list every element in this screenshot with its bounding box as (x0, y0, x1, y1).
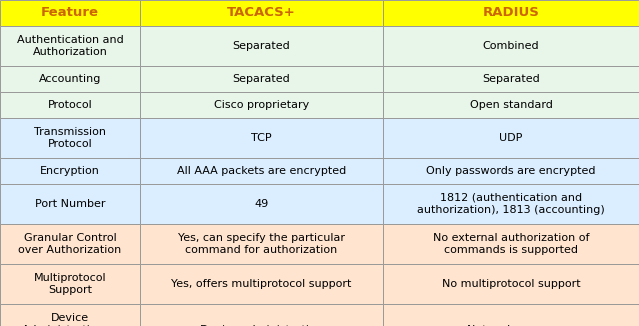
Bar (0, 264, 140, 304)
Bar (383, 224, 639, 264)
Bar (0, 304, 140, 326)
Text: Multiprotocol
Support: Multiprotocol Support (34, 273, 106, 295)
Bar (140, 304, 383, 326)
Bar (383, 92, 639, 118)
Bar (0, 66, 140, 92)
Bar (383, 66, 639, 92)
Text: Accounting: Accounting (39, 74, 101, 84)
Bar (0, 0, 140, 26)
Bar (0, 92, 140, 118)
Text: All AAA packets are encrypted: All AAA packets are encrypted (177, 166, 346, 176)
Text: Granular Control
over Authorization: Granular Control over Authorization (19, 233, 121, 255)
Text: Network access: Network access (467, 325, 555, 326)
Text: TCP: TCP (251, 133, 272, 143)
Bar (383, 158, 639, 184)
Bar (0, 184, 140, 224)
Text: Encryption: Encryption (40, 166, 100, 176)
Bar (0, 224, 140, 264)
Text: Only passwords are encrypted: Only passwords are encrypted (426, 166, 596, 176)
Text: Protocol: Protocol (48, 100, 93, 110)
Text: Port Number: Port Number (35, 199, 105, 209)
Bar (140, 184, 383, 224)
Bar (383, 264, 639, 304)
Bar (0, 158, 140, 184)
Text: Transmission
Protocol: Transmission Protocol (34, 127, 106, 149)
Text: 1812 (authentication and
authorization), 1813 (accounting): 1812 (authentication and authorization),… (417, 193, 605, 215)
Text: Separated: Separated (233, 41, 290, 51)
Bar (383, 184, 639, 224)
Bar (140, 0, 383, 26)
Text: UDP: UDP (499, 133, 523, 143)
Text: Separated: Separated (233, 74, 290, 84)
Bar (140, 92, 383, 118)
Bar (0, 118, 140, 158)
Bar (383, 0, 639, 26)
Text: Device
Administration or
Network Access: Device Administration or Network Access (22, 313, 118, 326)
Text: Yes, offers multiprotocol support: Yes, offers multiprotocol support (171, 279, 351, 289)
Text: 49: 49 (254, 199, 268, 209)
Text: Separated: Separated (482, 74, 540, 84)
Bar (383, 26, 639, 66)
Text: TACACS+: TACACS+ (227, 7, 296, 20)
Text: No external authorization of
commands is supported: No external authorization of commands is… (433, 233, 589, 255)
Text: Yes, can specify the particular
command for authorization: Yes, can specify the particular command … (178, 233, 345, 255)
Text: Feature: Feature (41, 7, 99, 20)
Text: Cisco proprietary: Cisco proprietary (214, 100, 309, 110)
Text: Authentication and
Authorization: Authentication and Authorization (17, 35, 123, 57)
Bar (140, 158, 383, 184)
Text: Combined: Combined (482, 41, 539, 51)
Bar (140, 26, 383, 66)
Bar (140, 66, 383, 92)
Bar (140, 118, 383, 158)
Bar (140, 264, 383, 304)
Text: RADIUS: RADIUS (482, 7, 539, 20)
Bar (140, 224, 383, 264)
Bar (383, 304, 639, 326)
Text: Device administration: Device administration (200, 325, 323, 326)
Bar (383, 118, 639, 158)
Bar (0, 26, 140, 66)
Text: Open standard: Open standard (470, 100, 553, 110)
Text: No multiprotocol support: No multiprotocol support (442, 279, 580, 289)
